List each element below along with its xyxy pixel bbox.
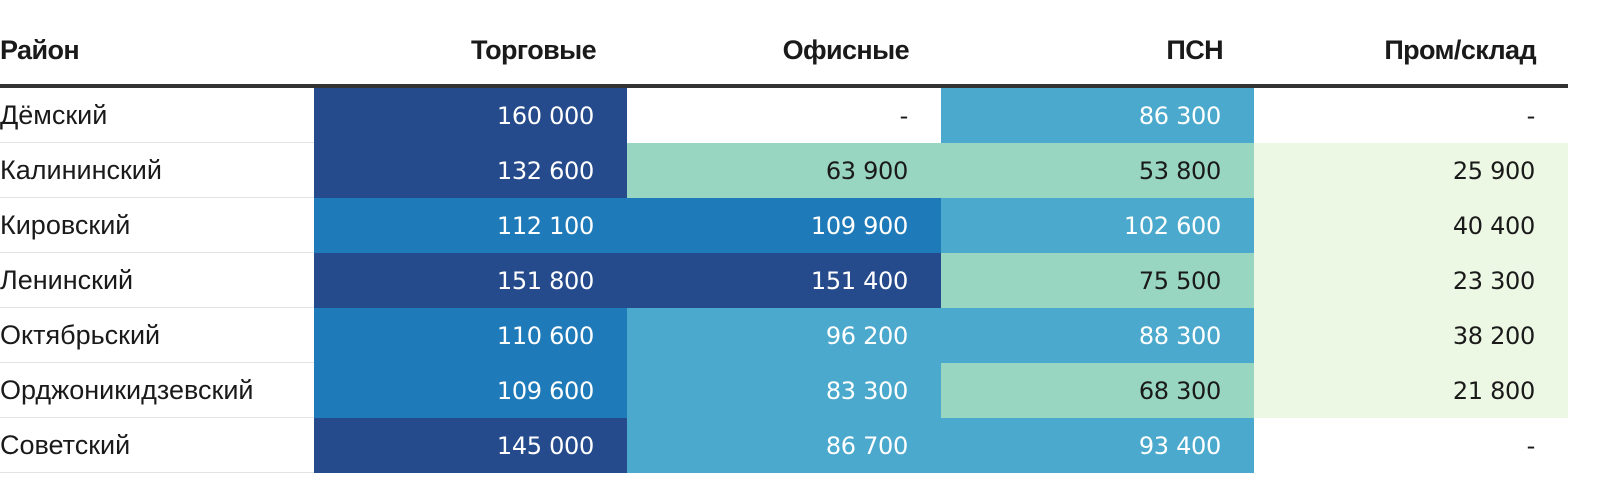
heat-cell-industrial-warehouse: 38 200: [1254, 308, 1568, 363]
column-header-district: Район: [0, 35, 80, 65]
heat-cell-office: 109 900: [627, 198, 941, 253]
district-name: Орджоникидзевский: [0, 375, 254, 405]
table-row: Октябрьский 110 600 96 200 88 300 38 200: [0, 308, 1568, 363]
heat-cell-industrial-warehouse: 23 300: [1254, 253, 1568, 308]
heat-cell-office: 83 300: [627, 363, 941, 418]
heat-cell-retail: 110 600: [314, 308, 627, 363]
district-name: Кировский: [0, 210, 131, 240]
column-header-psn: ПСН: [1166, 35, 1223, 65]
heat-cell-retail: 160 000: [314, 88, 627, 143]
heat-cell-office: 151 400: [627, 253, 941, 308]
heat-cell-retail: 112 100: [314, 198, 627, 253]
heat-cell-industrial-warehouse: -: [1254, 88, 1568, 143]
heat-cell-retail: 151 800: [314, 253, 627, 308]
column-header-retail: Торговые: [470, 35, 597, 65]
table-row: Кировский 112 100 109 900 102 600 40 400: [0, 198, 1568, 253]
table-row: Советский 145 000 86 700 93 400-: [0, 418, 1568, 473]
heat-cell-psn: 93 400: [941, 418, 1254, 473]
table-row: Дёмский 160 000-86 300-: [0, 88, 1568, 143]
heat-cell-industrial-warehouse: 25 900: [1254, 143, 1568, 198]
heat-cell-industrial-warehouse: 40 400: [1254, 198, 1568, 253]
table-header: Район Торговые Офисные ПСН Пром/склад: [0, 0, 1568, 88]
heat-cell-retail: 109 600: [314, 363, 627, 418]
heat-cell-psn: 53 800: [941, 143, 1254, 198]
table-body: Дёмский 160 000-86 300- Калининский 132 600…: [0, 88, 1568, 473]
column-header-office: Офисные: [782, 35, 910, 65]
heat-cell-industrial-warehouse: -: [1254, 418, 1568, 473]
table-row: Ленинский 151 800 151 400 75 500 23 300: [0, 253, 1568, 308]
heat-cell-office: 96 200: [627, 308, 941, 363]
heat-cell-psn: 75 500: [941, 253, 1254, 308]
table-row: Калининский 132 600 63 900 53 800 25 900: [0, 143, 1568, 198]
heat-cell-psn: 88 300: [941, 308, 1254, 363]
table-row: Орджоникидзевский 109 600 83 300 68 300 21 8…: [0, 363, 1568, 418]
heat-cell-industrial-warehouse: 21 800: [1254, 363, 1568, 418]
district-name: Дёмский: [0, 100, 108, 130]
heat-cell-retail: 145 000: [314, 418, 627, 473]
heat-cell-psn: 86 300: [941, 88, 1254, 143]
heat-cell-office: 86 700: [627, 418, 941, 473]
heat-cell-office: 63 900: [627, 143, 941, 198]
heat-cell-office: -: [627, 88, 941, 143]
district-name: Калининский: [0, 155, 162, 185]
heatmap-table: Район Торговые Офисные ПСН Пром/склад Дё…: [0, 0, 1568, 473]
heat-cell-psn: 68 300: [941, 363, 1254, 418]
heat-cell-psn: 102 600: [941, 198, 1254, 253]
heat-cell-retail: 132 600: [314, 143, 627, 198]
column-header-industrial-warehouse: Пром/склад: [1384, 35, 1536, 65]
district-name: Ленинский: [0, 265, 134, 295]
district-name: Октябрьский: [0, 320, 161, 350]
district-name: Советский: [0, 430, 131, 460]
